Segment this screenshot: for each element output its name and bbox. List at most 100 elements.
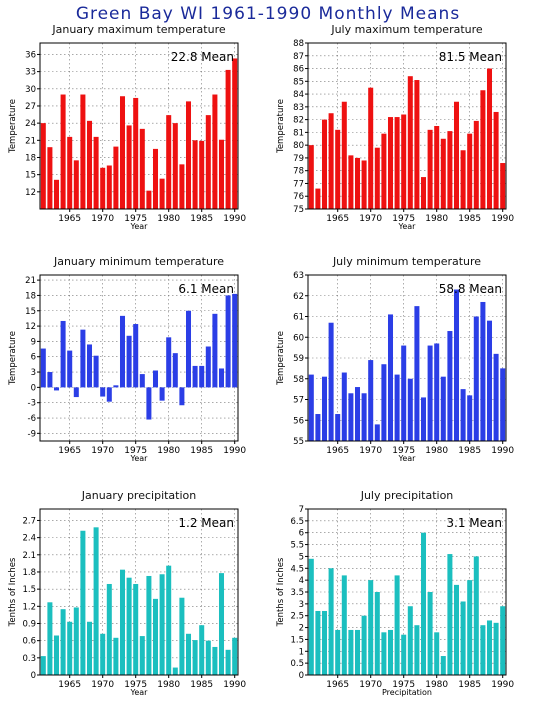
bar-1971 xyxy=(374,592,380,675)
bar-1963 xyxy=(53,635,60,675)
bar-1982 xyxy=(179,387,185,406)
bar-1968 xyxy=(86,344,93,388)
bar-1985 xyxy=(199,365,205,388)
bar-1981 xyxy=(440,656,446,675)
x-tick-label: 1990 xyxy=(491,680,514,690)
bar-1962 xyxy=(315,610,321,675)
y-tick-label: 1.2 xyxy=(22,602,36,612)
x-tick-label: 1965 xyxy=(58,446,81,456)
bar-1982 xyxy=(447,554,453,675)
bar-1970 xyxy=(368,87,374,209)
bar-1968 xyxy=(354,387,361,441)
y-tick-label: 27 xyxy=(25,102,36,112)
bar-1974 xyxy=(394,374,400,441)
bar-1979 xyxy=(159,387,165,401)
bar-1985 xyxy=(199,140,205,209)
y-axis-label: Temperature xyxy=(276,99,286,154)
bar-1971 xyxy=(106,165,112,209)
y-tick-label: 79 xyxy=(293,154,304,164)
bar-1978 xyxy=(152,370,159,388)
bar-1977 xyxy=(414,625,420,675)
bar-1984 xyxy=(192,365,198,388)
chart-july-max-temp: July maximum temperature 75 76 77 78 79 80 81 82… xyxy=(276,23,514,231)
y-tick-label: 87 xyxy=(293,52,304,62)
bar-1964 xyxy=(328,322,334,441)
x-axis-label: Year xyxy=(398,222,417,231)
bar-1975 xyxy=(401,114,407,209)
bar-1972 xyxy=(381,632,387,675)
bar-1982 xyxy=(179,164,185,209)
mean-label: 3.1 Mean xyxy=(446,516,502,530)
bar-1974 xyxy=(126,125,132,209)
grid-lines xyxy=(40,275,238,441)
y-tick-label: 21 xyxy=(25,276,36,286)
bar-1987 xyxy=(212,313,218,388)
bar-1965 xyxy=(335,129,341,209)
bar-1986 xyxy=(473,556,479,675)
y-tick-label: 0.6 xyxy=(22,637,36,647)
y-tick-label: 85 xyxy=(293,77,304,87)
bar-1961 xyxy=(308,145,314,209)
bar-1980 xyxy=(434,126,440,209)
bar-1972 xyxy=(381,133,387,209)
y-tick-label: 77 xyxy=(293,179,304,189)
x-tick-label: 1990 xyxy=(491,214,514,224)
mean-label: 22.8 Mean xyxy=(171,50,234,64)
y-tick-label: 80 xyxy=(293,141,304,151)
bar-1970 xyxy=(100,387,106,397)
y-tick-label: 78 xyxy=(293,167,304,177)
bar-1969 xyxy=(93,527,99,675)
grid-lines xyxy=(40,43,238,209)
y-tick-label: 36 xyxy=(25,50,36,60)
x-tick-label: 1990 xyxy=(223,214,246,224)
bar-1988 xyxy=(218,368,225,388)
bar-1983 xyxy=(453,584,460,675)
y-tick-label: 30 xyxy=(25,85,36,95)
y-tick-label: 12 xyxy=(25,188,36,198)
y-tick-label: 0.3 xyxy=(22,654,36,664)
y-tick-label: 6.5 xyxy=(290,517,304,527)
bar-1972 xyxy=(381,364,387,441)
bar-1975 xyxy=(401,345,407,441)
x-tick-label: 1965 xyxy=(58,680,81,690)
bar-1990 xyxy=(500,163,506,209)
chart-january-min-temp: January minimum temperature -9 -6 -3 0 3 6 9 12 1… xyxy=(8,255,246,463)
bar-1977 xyxy=(414,306,420,441)
bar-1981 xyxy=(440,138,446,209)
bar-1969 xyxy=(361,160,367,209)
bar-1971 xyxy=(106,583,112,675)
bar-1986 xyxy=(205,640,211,675)
bar-1987 xyxy=(480,625,486,675)
bar-1987 xyxy=(212,94,218,209)
y-tick-label: 1 xyxy=(299,647,304,657)
x-tick-label: 1965 xyxy=(326,214,349,224)
bar-1981 xyxy=(172,667,178,675)
bar-1987 xyxy=(212,646,218,675)
bar-1974 xyxy=(126,577,132,675)
bar-1969 xyxy=(93,355,99,388)
x-tick-label: 1975 xyxy=(124,680,147,690)
bar-1975 xyxy=(133,324,139,388)
bar-1969 xyxy=(361,615,367,675)
bar-1987 xyxy=(480,90,486,209)
bar-1979 xyxy=(159,574,165,675)
y-tick-label: 1.8 xyxy=(22,568,36,578)
bar-1983 xyxy=(453,101,460,209)
bar-1983 xyxy=(185,633,192,675)
y-tick-label: 86 xyxy=(293,65,304,75)
bar-1980 xyxy=(166,337,172,388)
bar-1990 xyxy=(500,368,506,441)
bar-1964 xyxy=(328,568,334,675)
y-tick-label: 61 xyxy=(293,313,304,323)
bar-1974 xyxy=(126,335,132,388)
bar-1982 xyxy=(179,597,185,675)
y-tick-label: 2.4 xyxy=(22,534,36,544)
bar-1981 xyxy=(440,376,446,441)
bar-1990 xyxy=(232,58,238,210)
x-tick-label: 1980 xyxy=(157,214,180,224)
bar-1986 xyxy=(205,346,211,388)
bar-1966 xyxy=(73,607,79,675)
y-tick-label: 59 xyxy=(293,354,304,364)
x-axis-label: Precipitation xyxy=(382,688,432,697)
bar-1971 xyxy=(374,424,380,441)
